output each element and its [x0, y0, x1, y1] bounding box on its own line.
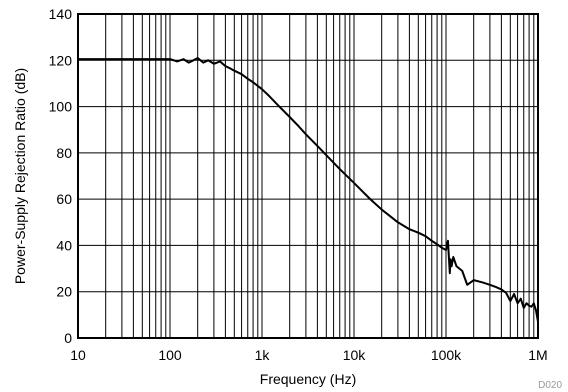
x-tick-label: 10k: [343, 347, 367, 363]
y-axis-label: Power-Supply Rejection Ratio (dB): [12, 68, 28, 284]
psrr-series-line: [78, 56, 539, 322]
y-tick-label: 60: [56, 191, 72, 207]
figure-code-label: D020: [538, 380, 562, 391]
x-tick-label: 100k: [431, 347, 462, 363]
y-tick-label: 140: [49, 6, 73, 22]
x-tick-label: 10: [70, 347, 86, 363]
x-tick-label: 1M: [528, 347, 547, 363]
y-tick-label: 0: [64, 330, 72, 346]
x-tick-label: 1k: [255, 347, 271, 363]
y-tick-label: 40: [56, 237, 72, 253]
y-tick-label: 120: [49, 52, 73, 68]
plot-frame: [77, 13, 539, 339]
y-tick-label: 20: [56, 284, 72, 300]
x-tick-label: 100: [158, 347, 182, 363]
y-tick-label: 80: [56, 145, 72, 161]
chart-grid: [78, 14, 538, 338]
plot-area: [78, 56, 539, 322]
tick-labels: 10 100 1k 10k 100k 1M 0 20 40 60 80 100 120 140: [49, 6, 548, 363]
x-axis-label: Frequency (Hz): [260, 371, 356, 387]
y-tick-label: 100: [49, 99, 73, 115]
